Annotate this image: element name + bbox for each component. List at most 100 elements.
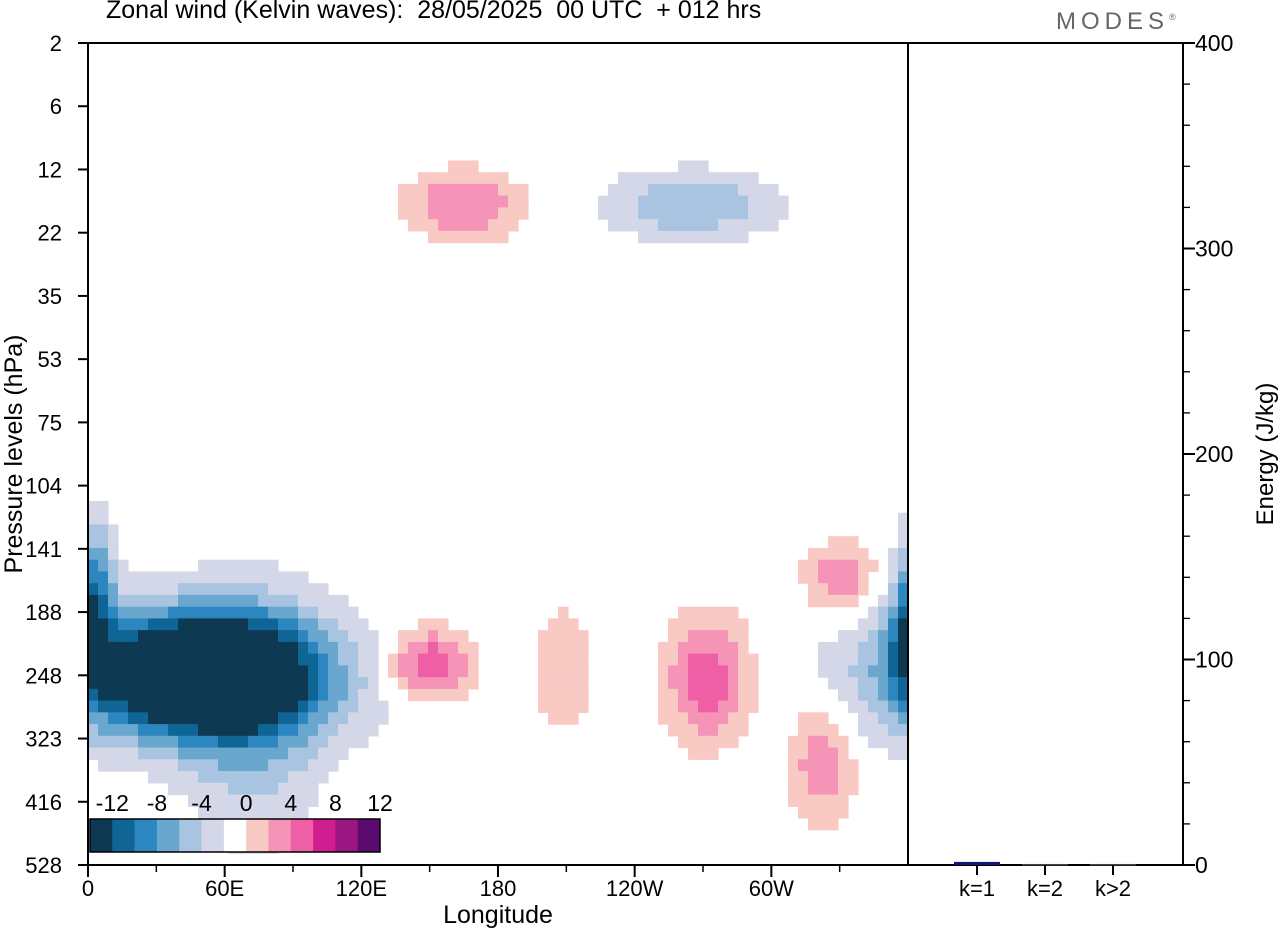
heatmap-cell xyxy=(688,653,699,666)
heatmap-cell xyxy=(348,712,359,725)
heatmap-cell xyxy=(118,559,129,573)
heatmap-cell xyxy=(328,688,339,702)
heatmap-cell xyxy=(218,630,229,643)
heatmap-cell xyxy=(668,207,679,220)
colorbar-label: -4 xyxy=(191,790,212,816)
heatmap-cell xyxy=(218,712,229,725)
colorbar-label: 8 xyxy=(329,790,342,816)
heatmap-cell xyxy=(798,806,809,819)
heatmap-cell xyxy=(328,677,339,690)
heatmap-cell xyxy=(168,571,179,584)
heatmap-cell xyxy=(838,677,849,690)
heatmap-cell xyxy=(818,771,829,784)
heatmap-cell xyxy=(838,547,849,561)
heatmap-cell xyxy=(228,583,239,596)
heatmap-cell xyxy=(678,735,689,749)
heatmap-cell xyxy=(698,712,709,725)
heatmap-cell xyxy=(288,771,299,784)
heatmap-cell xyxy=(278,677,289,690)
heatmap-cell xyxy=(228,630,239,643)
heatmap-cell xyxy=(578,665,589,678)
heatmap-cell xyxy=(98,735,109,749)
heatmap-cell xyxy=(728,724,739,737)
heatmap-cell xyxy=(448,183,459,197)
heatmap-cell xyxy=(268,688,279,702)
heatmap-cell xyxy=(668,665,679,678)
heatmap-cell xyxy=(688,747,699,760)
heatmap-cell xyxy=(298,688,309,702)
x-tick-label: 60E xyxy=(205,876,244,901)
heatmap-cell xyxy=(808,806,819,819)
heatmap-cell xyxy=(668,630,679,643)
heatmap-cell xyxy=(678,712,689,725)
energy-bar xyxy=(1090,863,1136,866)
heatmap-cell xyxy=(728,630,739,643)
heatmap-cell xyxy=(118,606,129,619)
heatmap-cell xyxy=(428,665,439,678)
heatmap-cell xyxy=(638,219,649,232)
heatmap-cell xyxy=(818,735,829,749)
heatmap-cell xyxy=(188,665,199,678)
heatmap-cell xyxy=(448,219,459,232)
heatmap-cell xyxy=(898,653,908,666)
heatmap-cell xyxy=(868,700,879,713)
heatmap-cell xyxy=(798,747,809,760)
heatmap-cell xyxy=(558,630,569,643)
heatmap-cell xyxy=(158,653,169,666)
heatmap-cell xyxy=(348,653,359,666)
heatmap-cell xyxy=(458,172,469,185)
heatmap-cell xyxy=(748,677,759,690)
heatmap-cell xyxy=(178,665,189,678)
heatmap-cell xyxy=(308,724,319,737)
colorbar-frame xyxy=(89,818,381,853)
heatmap-cell xyxy=(218,653,229,666)
heatmap-cell xyxy=(188,794,199,807)
heatmap-cell xyxy=(308,618,319,631)
heatmap-cell xyxy=(568,700,579,713)
heatmap-cell xyxy=(738,230,749,244)
heatmap-cell xyxy=(88,512,99,526)
heatmap-cell xyxy=(878,594,889,608)
heatmap-cell xyxy=(288,700,299,713)
heatmap-cell xyxy=(898,559,908,573)
heatmap-cell xyxy=(688,618,699,631)
heatmap-cell xyxy=(318,665,329,678)
heatmap-cell xyxy=(838,583,849,596)
heatmap-cell xyxy=(148,571,159,584)
heatmap-cell xyxy=(128,606,139,619)
heatmap-cell xyxy=(678,688,689,702)
heatmap-cell xyxy=(298,630,309,643)
heatmap-cell xyxy=(668,641,679,655)
heatmap-cell xyxy=(268,712,279,725)
heatmap-cell xyxy=(678,724,689,737)
heatmap-cell xyxy=(888,677,899,690)
heatmap-cell xyxy=(838,536,849,549)
heatmap-cell xyxy=(828,665,839,678)
heatmap-cell xyxy=(88,524,99,537)
heatmap-cell xyxy=(248,688,259,702)
heatmap-cell xyxy=(128,641,139,655)
heatmap-cell xyxy=(478,207,489,220)
heatmap-cell xyxy=(428,630,439,643)
heatmap-cell xyxy=(848,782,859,796)
heatmap-cell xyxy=(258,559,269,573)
heatmap-cell xyxy=(178,583,189,596)
heatmap-cell xyxy=(338,641,349,655)
heatmap-cell xyxy=(308,630,319,643)
heatmap-cell xyxy=(468,230,479,244)
heatmap-cell xyxy=(718,207,729,220)
heatmap-cell xyxy=(208,724,219,737)
heatmap-cell xyxy=(668,677,679,690)
heatmap-cell xyxy=(88,688,99,702)
heatmap-cell xyxy=(108,606,119,619)
heatmap-cell xyxy=(248,594,259,608)
heatmap-cell xyxy=(108,688,119,702)
heatmap-cell xyxy=(678,160,689,173)
heatmap-cell xyxy=(458,630,469,643)
heatmap-cell xyxy=(208,677,219,690)
heatmap-cell xyxy=(858,688,869,702)
heatmap-cell xyxy=(648,183,659,197)
heatmap-cell xyxy=(258,735,269,749)
heatmap-cell xyxy=(218,759,229,772)
heatmap-cell xyxy=(318,712,329,725)
